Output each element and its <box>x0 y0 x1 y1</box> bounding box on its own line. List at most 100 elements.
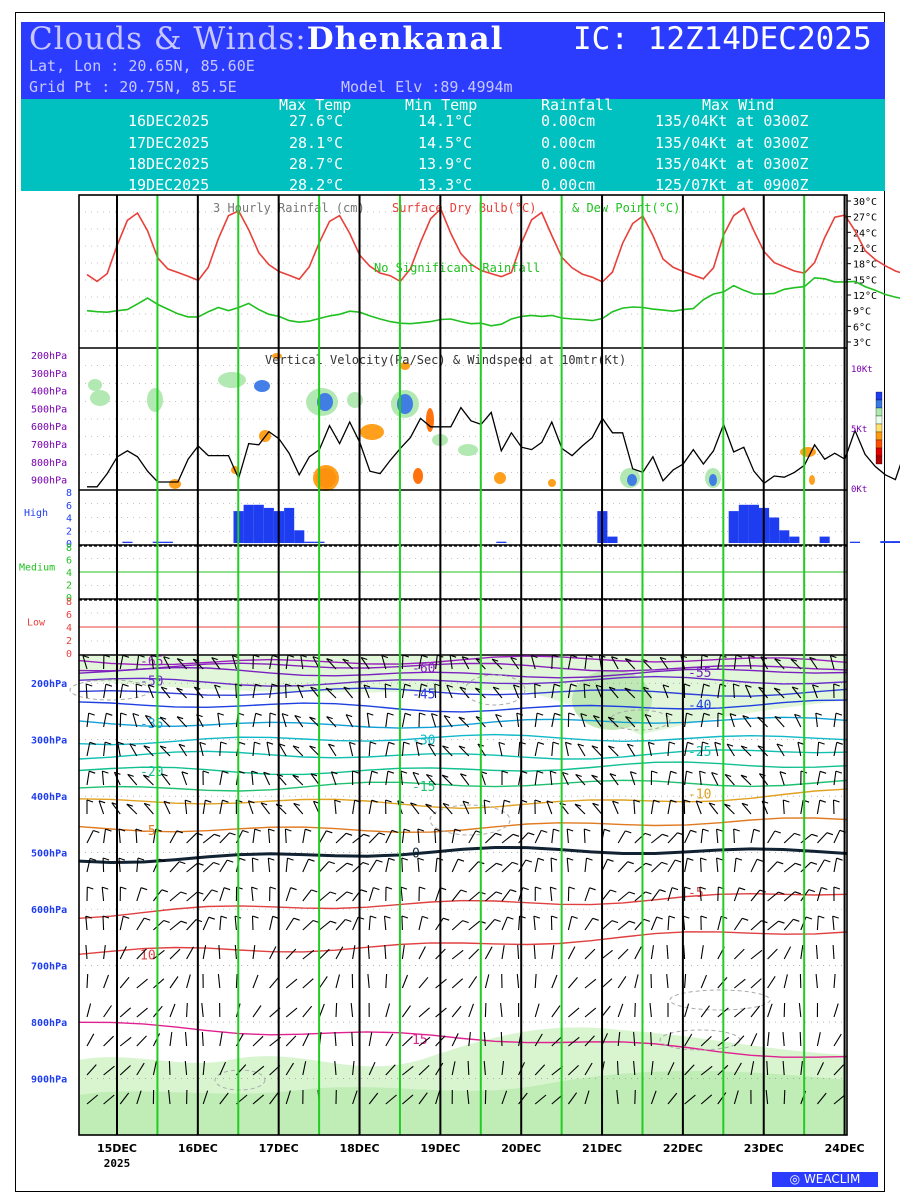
wind-barb-shaft <box>302 889 312 902</box>
wind-barb-flag <box>211 657 218 661</box>
wind-barb-shaft <box>199 742 204 757</box>
wind-barb-shaft <box>782 799 785 815</box>
wind-barb-flag <box>724 803 731 807</box>
isotherm-line <box>78 779 848 792</box>
wind-barb-shaft <box>285 948 297 960</box>
wind-barb-shaft <box>782 1032 785 1047</box>
wind-barb-shaft <box>269 684 273 699</box>
temp-grid <box>79 195 847 348</box>
wind-barb-shaft <box>368 771 373 786</box>
wind-barb-flag <box>537 857 545 861</box>
wind-barb-flag <box>738 887 746 891</box>
temp-tick-label: 15°C <box>853 275 877 286</box>
wind-barb-flag <box>735 857 743 861</box>
wind-barb-shaft <box>684 771 688 786</box>
wind-barb-flag <box>756 858 764 862</box>
wind-barb-shaft <box>119 655 124 670</box>
row-min-temp: 13.9°C <box>418 155 473 173</box>
wind-barb-shaft <box>427 743 437 757</box>
wind-barb-shaft <box>575 774 586 786</box>
wind-barb-shaft <box>816 887 822 902</box>
wind-barb-shaft <box>734 948 745 960</box>
wind-barb-shaft <box>385 973 388 989</box>
wind-barb-flag <box>462 656 469 660</box>
wind-barb-shaft <box>584 1035 595 1047</box>
wind-barb-shaft <box>484 946 493 960</box>
wind-barb-shaft <box>368 1032 373 1047</box>
wind-barb-shaft <box>700 684 705 699</box>
wind-barb-shaft <box>202 1061 206 1076</box>
wind-barb-flag <box>269 886 277 890</box>
wind-barb-shaft <box>252 945 256 960</box>
wind-barb-flag <box>127 773 134 777</box>
wind-barb-shaft <box>425 803 436 815</box>
wind-barb-shaft <box>500 1031 503 1047</box>
wind-barb-flag <box>608 716 615 720</box>
vv-legend-swatch <box>875 423 883 433</box>
wind-barb-shaft <box>667 771 672 786</box>
wind-barb-flag <box>266 741 274 745</box>
wind-barb-flag <box>811 833 818 837</box>
wind-barb-shaft <box>350 1003 354 1018</box>
wind-barb-flag <box>741 802 749 806</box>
isotherm-label: -15 <box>412 780 435 795</box>
wind-barb-flag <box>118 828 126 832</box>
wind-barb-flag <box>285 828 292 832</box>
wind-barb-flag <box>833 886 841 890</box>
wind-barb-shaft <box>714 742 719 757</box>
wind-barb-shaft <box>716 857 719 873</box>
wind-barb-flag <box>836 741 843 745</box>
wind-barb-flag <box>659 656 667 660</box>
wind-barb-shaft <box>733 887 740 902</box>
wind-barb-flag <box>496 862 503 866</box>
wind-barb-shaft <box>385 1003 391 1018</box>
isotherm-label: -10 <box>688 787 711 802</box>
wind-barb-shaft <box>400 887 403 902</box>
wind-barb-shaft <box>86 973 89 989</box>
wind-barb-flag <box>671 887 679 891</box>
wind-barb-shaft <box>169 861 180 873</box>
wind-barb-shaft <box>601 978 613 989</box>
wind-barb-shaft <box>136 1090 142 1105</box>
wind-barb-shaft <box>418 1064 430 1076</box>
wind-barb-flag <box>830 654 837 659</box>
isotherm-line <box>78 699 848 713</box>
wind-barb-shaft <box>832 799 835 815</box>
wind-barb-shaft <box>534 742 539 757</box>
wind-barb-shaft <box>666 974 669 989</box>
wind-barb-shaft <box>85 916 88 931</box>
wind-barb-flag <box>329 891 337 895</box>
wind-barb-flag <box>554 683 561 687</box>
row-rainfall: 0.00cm <box>541 176 596 194</box>
wind-barb-flag <box>282 713 289 717</box>
wind-barb-shaft <box>832 916 835 931</box>
wind-barb-shaft <box>468 1032 471 1047</box>
wind-barb-shaft <box>352 833 364 844</box>
wind-barb-flag <box>328 861 335 865</box>
wind-barb-shaft <box>733 1090 739 1105</box>
wind-barb-flag <box>185 799 192 803</box>
wind-barb-shaft <box>684 713 688 728</box>
wind-barb-shaft <box>833 771 837 786</box>
wind-barb-flag <box>371 770 378 774</box>
wind-barb-shaft <box>665 713 669 728</box>
wind-barb-flag <box>400 886 408 890</box>
wind-barb-shaft <box>617 891 630 902</box>
wind-barb-shaft <box>143 745 154 757</box>
wind-barb-shaft <box>219 800 223 815</box>
wind-barb-flag <box>684 683 691 687</box>
wind-barb-shaft <box>791 686 802 699</box>
wind-barb-flag <box>628 920 636 924</box>
wind-barb-shaft <box>235 683 237 699</box>
wind-barb-shaft <box>650 945 655 960</box>
wind-barb-flag <box>494 918 501 923</box>
row-rainfall: 0.00cm <box>541 112 596 130</box>
wind-barb-shaft <box>534 683 536 699</box>
wind-barb-flag <box>158 858 166 862</box>
wind-barb-shaft <box>285 858 289 873</box>
wind-barb-shaft <box>501 861 513 873</box>
wind-barb-shaft <box>734 978 746 989</box>
wind-barb-shaft <box>217 713 221 728</box>
wind-barb-flag <box>214 833 221 837</box>
wind-barb-flag <box>211 889 218 893</box>
